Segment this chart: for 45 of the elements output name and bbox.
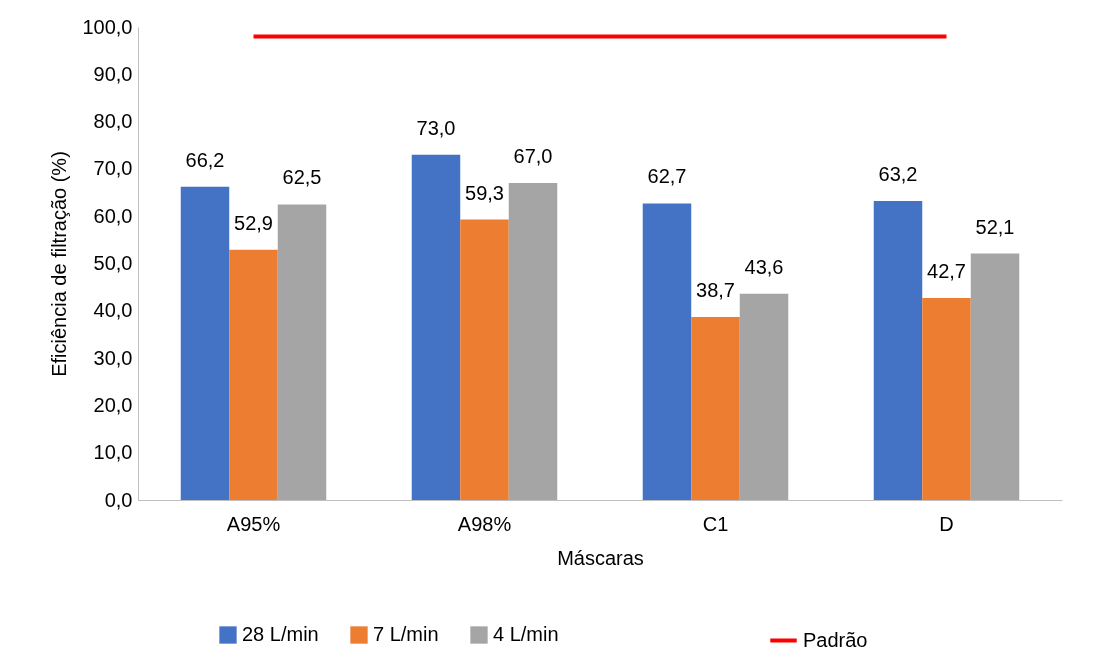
bar bbox=[691, 316, 740, 500]
y-tick-label: 70,0 bbox=[93, 157, 133, 180]
data-label: 63,2 bbox=[878, 163, 918, 186]
legend-label: 28 L/min bbox=[242, 623, 319, 645]
x-tick-label: A98% bbox=[457, 512, 512, 535]
y-tick-label: 50,0 bbox=[93, 252, 133, 274]
y-tick-label: 10,0 bbox=[93, 441, 133, 464]
data-label: 73,0 bbox=[416, 116, 456, 139]
y-tick-label: 0,0 bbox=[104, 488, 133, 511]
data-label: 42,7 bbox=[927, 260, 966, 283]
data-label: 67,0 bbox=[513, 145, 553, 168]
data-label: 62,7 bbox=[647, 165, 687, 188]
legend-label: Padrão bbox=[803, 628, 868, 651]
data-label: 52,1 bbox=[975, 215, 1015, 238]
y-tick-label: 20,0 bbox=[93, 393, 133, 416]
bar bbox=[508, 183, 558, 500]
x-tick-label: C1 bbox=[702, 512, 729, 535]
x-axis-title: Máscaras bbox=[557, 546, 644, 569]
bar bbox=[739, 293, 789, 500]
bar bbox=[873, 201, 923, 500]
y-tick-label: 100,0 bbox=[82, 15, 133, 38]
y-tick-label: 30,0 bbox=[93, 346, 133, 369]
data-label: 43,6 bbox=[744, 255, 784, 278]
y-axis-title: Eficiência de filtração (%) bbox=[48, 151, 71, 377]
y-tick-label: 60,0 bbox=[93, 204, 133, 227]
bar bbox=[411, 154, 461, 500]
y-tick-label: 90,0 bbox=[93, 62, 133, 85]
bar bbox=[277, 204, 327, 500]
x-tick-label: A95% bbox=[226, 512, 281, 535]
bar bbox=[229, 249, 278, 500]
x-tick-label: D bbox=[939, 512, 954, 535]
bar bbox=[642, 203, 692, 500]
bar bbox=[922, 298, 971, 500]
bar bbox=[970, 253, 1020, 500]
bar bbox=[180, 186, 230, 500]
data-label: 38,7 bbox=[696, 278, 735, 301]
legend-label: 7 L/min bbox=[373, 623, 439, 645]
data-label: 59,3 bbox=[465, 181, 504, 204]
bar bbox=[460, 219, 509, 500]
y-tick-label: 40,0 bbox=[93, 299, 133, 322]
data-label: 66,2 bbox=[185, 148, 225, 171]
y-tick-label: 80,0 bbox=[93, 110, 133, 133]
data-label: 52,9 bbox=[234, 211, 273, 234]
data-label: 62,5 bbox=[282, 166, 322, 189]
legend-label: 4 L/min bbox=[493, 623, 559, 645]
